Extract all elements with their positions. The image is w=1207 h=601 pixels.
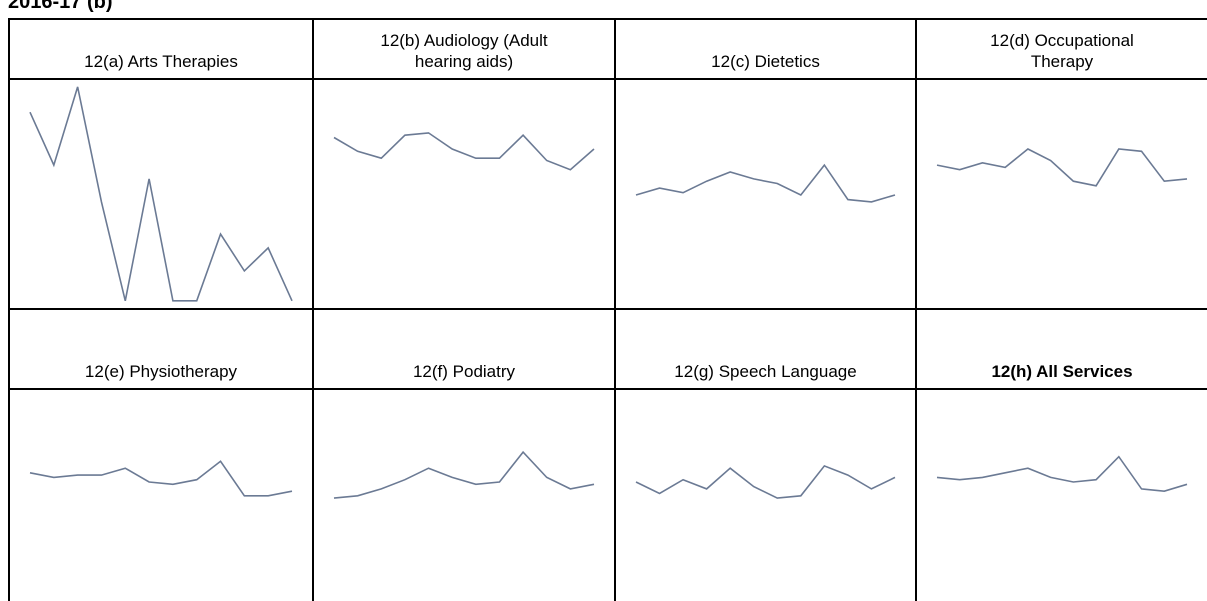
sparkline-chart: [936, 455, 1188, 493]
sparkline-chart: [333, 450, 595, 499]
chart-cell: [614, 78, 915, 308]
chart-title: 12(f) Podiatry: [312, 308, 614, 388]
sparkline: [29, 460, 293, 497]
sparkline-chart: [635, 464, 896, 499]
sparkline-chart: [29, 460, 293, 497]
sparkline-chart: [29, 86, 293, 302]
chart-title: 12(b) Audiology (Adult hearing aids): [312, 18, 614, 78]
sparkline-chart: [936, 148, 1188, 187]
chart-cell: [915, 388, 1207, 601]
chart-cell: [8, 78, 312, 308]
chart-title: 12(d) Occupational Therapy: [915, 18, 1207, 78]
chart-cell: [8, 388, 312, 601]
sparkline-chart: [333, 132, 595, 171]
chart-title: 12(c) Dietetics: [614, 18, 915, 78]
chart-cell: [312, 388, 614, 601]
sparkline: [333, 132, 595, 171]
sparkline: [29, 86, 293, 302]
sparkline: [936, 455, 1188, 493]
page-title: 2016-17 (b): [8, 0, 113, 13]
sparkline: [936, 148, 1188, 187]
chart-title: 12(h) All Services: [915, 308, 1207, 388]
sparkline: [635, 163, 896, 203]
chart-title: 12(a) Arts Therapies: [8, 18, 312, 78]
chart-title: 12(g) Speech Language: [614, 308, 915, 388]
chart-title: 12(e) Physiotherapy: [8, 308, 312, 388]
chart-cell: [312, 78, 614, 308]
sparkline-chart: [635, 163, 896, 203]
chart-cell: [614, 388, 915, 601]
sparkline: [635, 464, 896, 499]
chart-cell: [915, 78, 1207, 308]
sparkline: [333, 450, 595, 499]
chart-grid: 12(a) Arts Therapies 12(b) Audiology (Adu…: [8, 18, 1207, 601]
